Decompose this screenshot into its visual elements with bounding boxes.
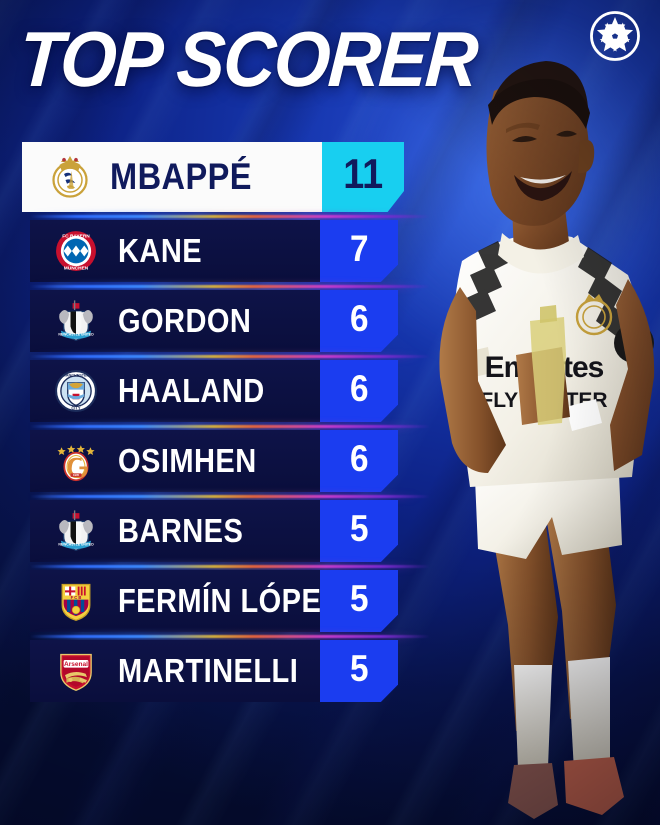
row-separator	[30, 635, 430, 638]
player-goals: 5	[349, 647, 369, 689]
row-separator	[30, 215, 430, 218]
player-name: MARTINELLI	[118, 652, 299, 689]
player-name: FERMÍN LÓPEZ	[118, 582, 340, 619]
score-box: 6	[320, 360, 398, 422]
scorer-leaderboard: MBAPPÉ 11 FC BAYERN MÜNCHEN	[0, 142, 430, 710]
score-box: 5	[320, 570, 398, 632]
player-goals: 6	[349, 367, 369, 409]
scorer-row[interactable]: FC BAYERN MÜNCHEN KANE 7	[0, 220, 430, 291]
scorer-row[interactable]: NEWCASTLE UNITED BARNES 5	[0, 500, 430, 571]
svg-text:NEWCASTLE UNITED: NEWCASTLE UNITED	[58, 332, 94, 336]
svg-text:FC BAYERN: FC BAYERN	[62, 233, 90, 239]
score-box: 5	[320, 640, 398, 702]
bayern-munich-crest-icon: FC BAYERN MÜNCHEN	[56, 231, 96, 272]
uefa-champions-league-starball-icon	[590, 11, 640, 61]
player-name: HAALAND	[118, 372, 265, 409]
score-box: 6	[320, 430, 398, 492]
score-box: 7	[320, 220, 398, 282]
svg-text:F C B: F C B	[71, 595, 82, 600]
row-separator	[30, 425, 430, 428]
scorer-row[interactable]: Arsenal MARTINELLI 5	[0, 640, 430, 702]
scorer-row[interactable]: MANCHESTER CITY HAALAND 6	[0, 360, 430, 431]
player-name: KANE	[118, 232, 203, 269]
player-goals: 7	[349, 227, 369, 269]
svg-text:Arsenal: Arsenal	[64, 661, 88, 668]
svg-text:NEWCASTLE UNITED: NEWCASTLE UNITED	[58, 542, 94, 546]
leader-player-name: MBAPPÉ	[110, 156, 252, 197]
player-goals: 5	[349, 507, 369, 549]
newcastle-united-crest-icon: NEWCASTLE UNITED	[58, 300, 94, 341]
leader-goals: 11	[343, 150, 383, 197]
page-title: TOP SCORER	[16, 15, 480, 103]
player-name: GORDON	[118, 302, 252, 339]
row-separator	[30, 495, 430, 498]
score-box: 5	[320, 500, 398, 562]
leader-row[interactable]: MBAPPÉ 11	[0, 142, 430, 221]
scorer-row[interactable]: 1905 OSIMHEN 6	[0, 430, 430, 501]
svg-text:1905: 1905	[73, 473, 80, 477]
svg-text:CITY: CITY	[71, 406, 81, 411]
row-separator	[30, 285, 430, 288]
player-goals: 5	[349, 577, 369, 619]
manchester-city-crest-icon: MANCHESTER CITY	[55, 370, 97, 412]
row-separator	[30, 355, 430, 358]
player-goals: 6	[349, 437, 369, 479]
arsenal-crest-icon: Arsenal	[60, 653, 92, 691]
score-box: 6	[320, 290, 398, 352]
row-separator	[30, 565, 430, 568]
leader-score-box: 11	[322, 142, 404, 212]
player-name: BARNES	[118, 512, 244, 549]
svg-text:MÜNCHEN: MÜNCHEN	[64, 265, 89, 272]
svg-text:MANCHESTER: MANCHESTER	[63, 374, 90, 378]
player-name: OSIMHEN	[118, 442, 257, 479]
galatasaray-crest-icon: 1905	[57, 445, 95, 482]
newcastle-united-crest-icon: NEWCASTLE UNITED	[58, 510, 94, 551]
fc-barcelona-crest-icon: F C B	[61, 583, 91, 621]
real-madrid-crest-icon	[52, 156, 88, 198]
scorer-row[interactable]: NEWCASTLE UNITED GORDON 6	[0, 290, 430, 361]
scorer-row[interactable]: F C B FERMÍN LÓPEZ 5	[0, 570, 430, 641]
player-goals: 6	[349, 297, 369, 339]
